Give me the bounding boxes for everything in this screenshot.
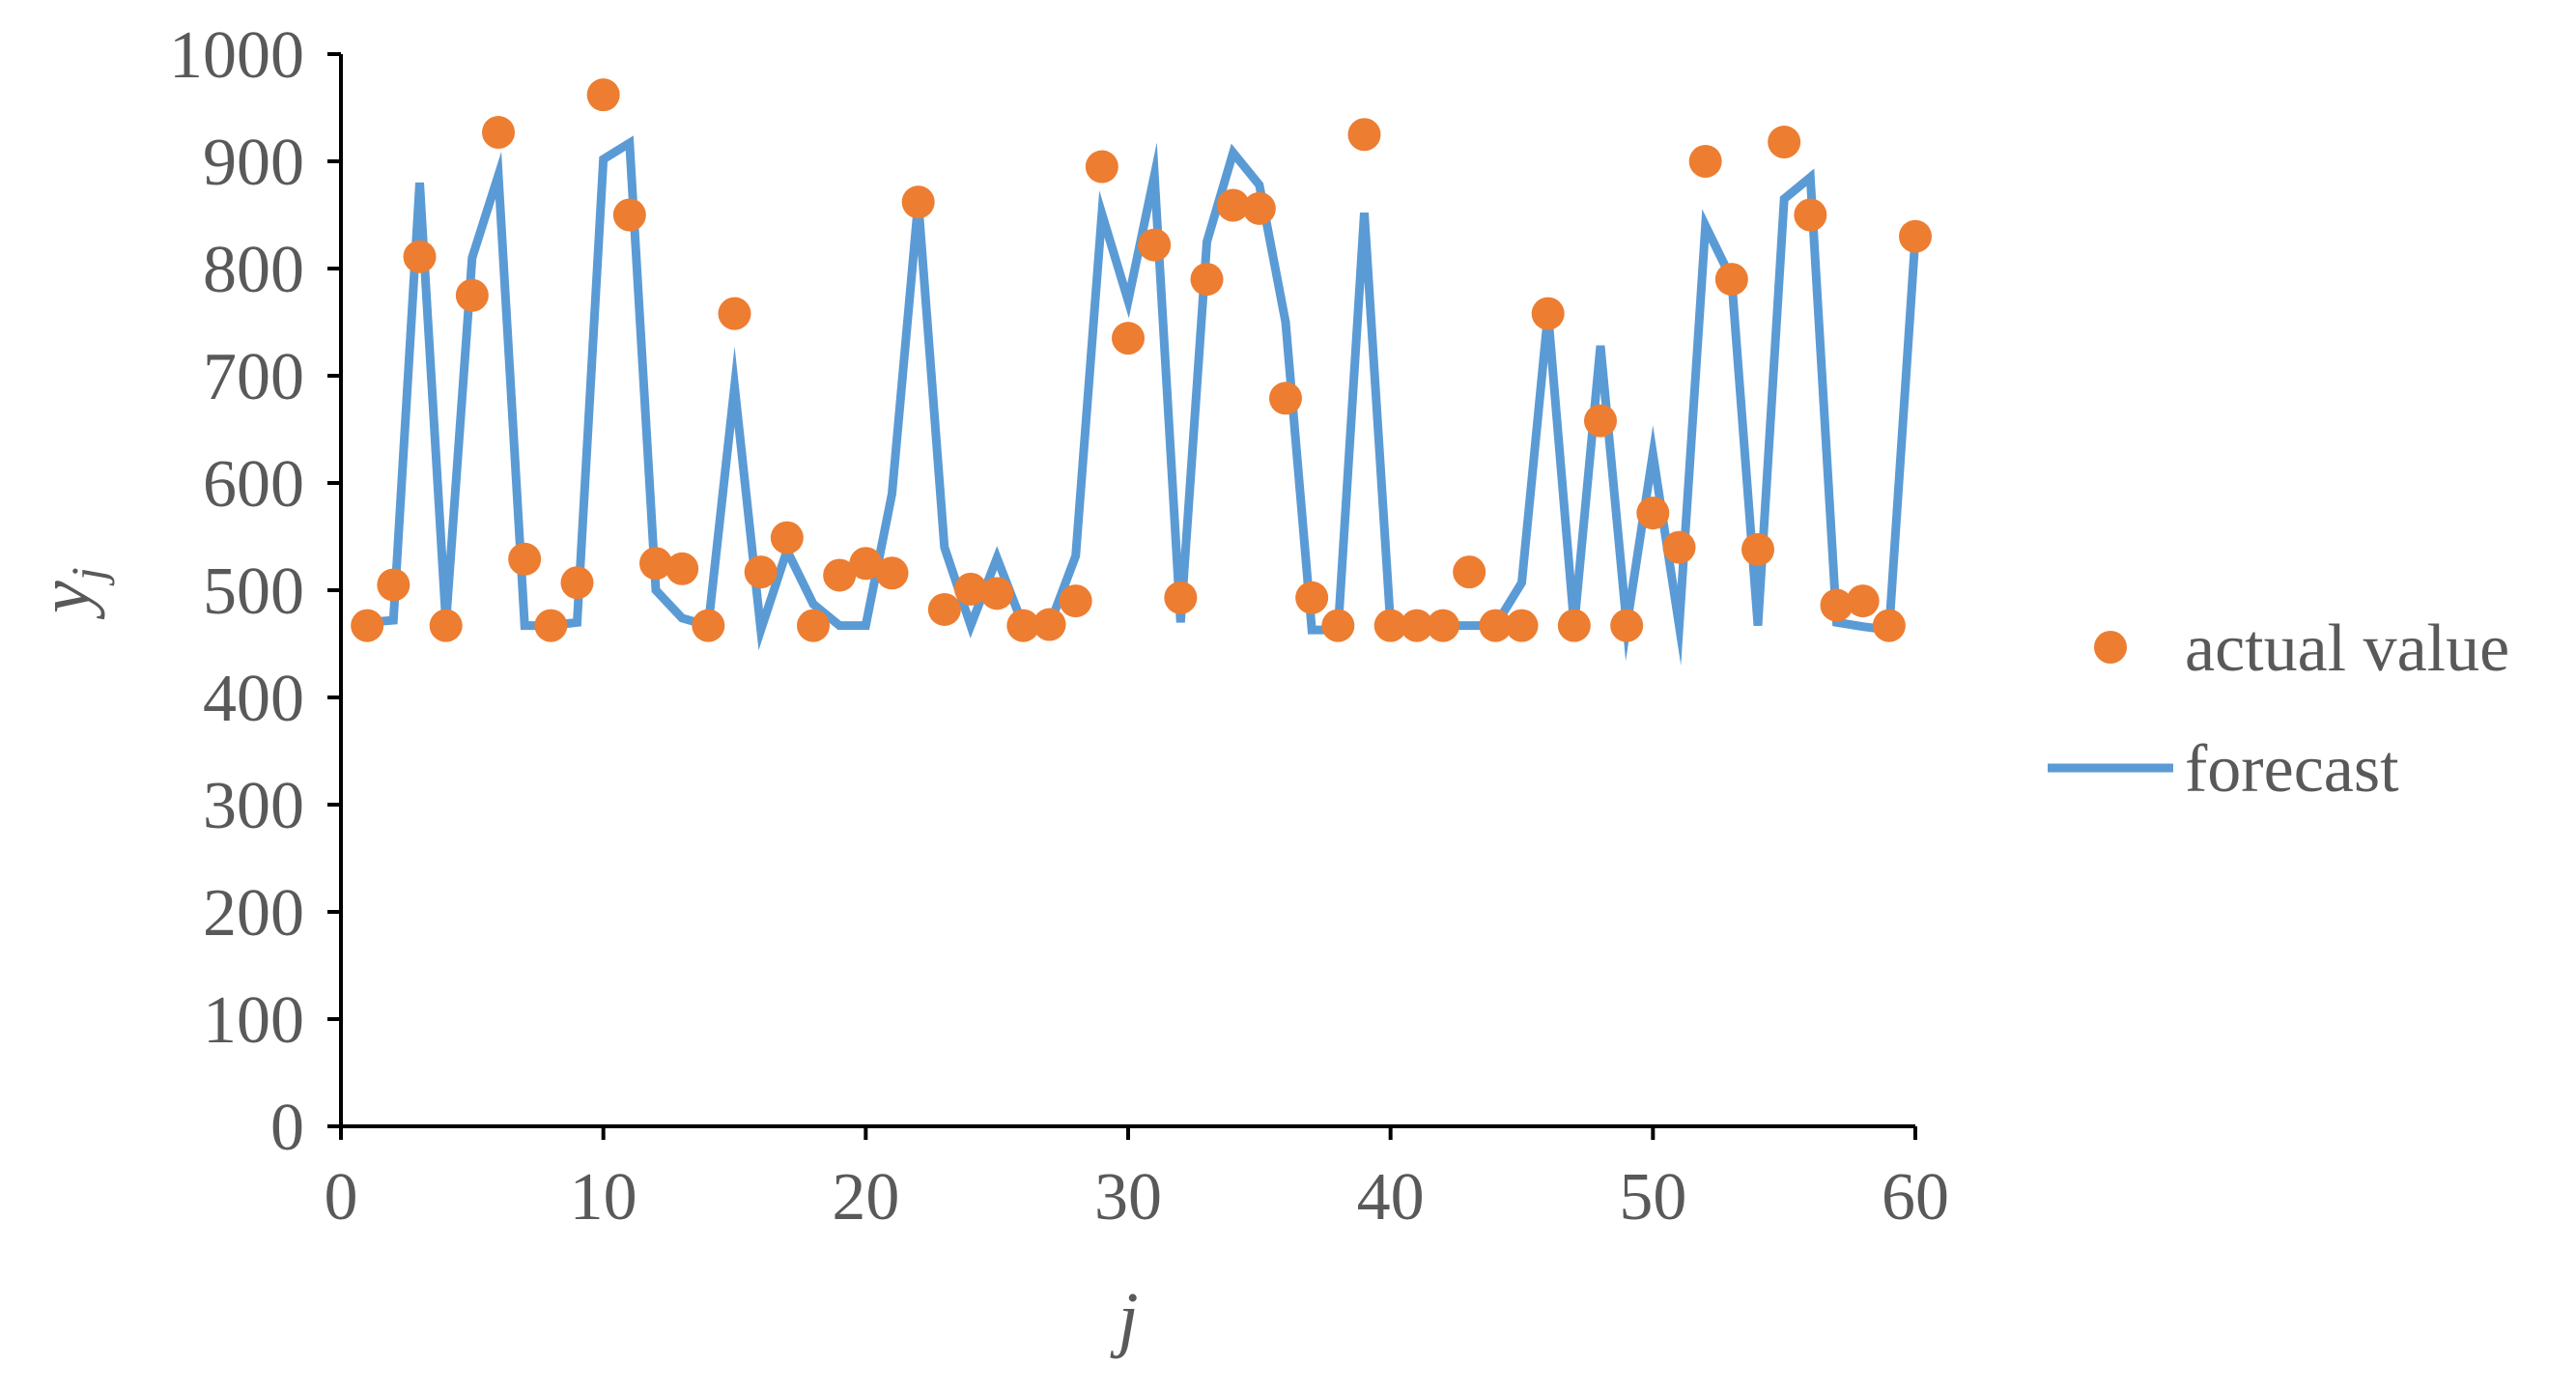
- x-tick-label: 40: [1357, 1160, 1425, 1235]
- x-tick-label: 20: [832, 1160, 899, 1235]
- actual-value-point: [1400, 609, 1433, 642]
- actual-value-point: [1688, 145, 1722, 178]
- actual-value-point: [1427, 609, 1459, 642]
- actual-value-point: [1138, 228, 1172, 262]
- actual-value-point: [455, 278, 489, 312]
- x-tick-label: 10: [570, 1160, 637, 1235]
- actual-value-point: [1006, 609, 1040, 642]
- actual-value-point: [1033, 608, 1066, 641]
- actual-value-point: [875, 556, 909, 590]
- actual-value-point: [1112, 322, 1145, 355]
- actual-value-point: [770, 521, 804, 554]
- actual-value-point: [1872, 609, 1906, 642]
- x-tick-label: 50: [1619, 1160, 1686, 1235]
- actual-value-point: [1636, 497, 1670, 530]
- y-tick-label: 800: [203, 233, 304, 307]
- y-tick-label: 100: [203, 983, 304, 1058]
- x-tick-label: 60: [1882, 1160, 1949, 1235]
- x-tick-label: 0: [325, 1160, 358, 1235]
- legend-actual-value-label: actual value: [2185, 611, 2509, 686]
- actual-value-point: [639, 547, 672, 581]
- actual-value-point: [901, 185, 935, 219]
- x-axis-title: j: [1109, 1278, 1138, 1359]
- actual-value-point: [665, 552, 699, 585]
- actual-value-point: [1820, 588, 1854, 622]
- actual-value-point: [1557, 609, 1591, 642]
- actual-value-point: [351, 609, 384, 642]
- actual-value-point: [1714, 263, 1748, 297]
- y-tick-label: 200: [203, 876, 304, 951]
- y-tick-label: 900: [203, 126, 304, 200]
- actual-value-point: [377, 568, 410, 602]
- actual-value-point: [1584, 404, 1617, 438]
- actual-value-point: [1662, 530, 1696, 564]
- legend-forecast-label: forecast: [2185, 732, 2399, 807]
- actual-value-point: [1059, 584, 1092, 618]
- x-tick-label: 30: [1094, 1160, 1162, 1235]
- actual-value-point: [1741, 532, 1774, 566]
- actual-value-point: [1085, 150, 1118, 184]
- actual-value-point: [1794, 198, 1827, 232]
- legend: actual value forecast: [2048, 611, 2509, 807]
- y-tick-label: 600: [203, 447, 304, 522]
- y-tick-label: 700: [203, 340, 304, 414]
- actual-value-point: [1347, 118, 1381, 152]
- actual-value-point: [1216, 188, 1250, 222]
- actual-value-point: [1846, 584, 1880, 618]
- x-axis: 0 10 20 30 40 50 60: [325, 1124, 1949, 1235]
- actual-value-point: [797, 609, 830, 642]
- actual-value-point: [718, 297, 751, 330]
- actual-value-point: [1164, 581, 1198, 614]
- actual-value-point: [744, 555, 778, 589]
- actual-value-point: [1610, 609, 1644, 642]
- legend-actual-value-marker: [2094, 631, 2127, 664]
- actual-value-point: [1269, 382, 1302, 415]
- actual-value-point: [1190, 263, 1224, 297]
- actual-value-point: [534, 609, 568, 642]
- actual-value-point: [692, 609, 725, 642]
- actual-value-point: [1768, 126, 1801, 159]
- y-tick-label: 300: [203, 769, 304, 843]
- actual-value-point: [1479, 609, 1513, 642]
- actual-value-point: [1505, 609, 1539, 642]
- y-axis: 0 100 200 300 400 500 600 700 800 900 1000: [169, 18, 343, 1165]
- y-tick-label: 0: [270, 1091, 304, 1165]
- y-axis-title-base: y: [24, 581, 105, 620]
- actual-value-point: [560, 566, 594, 600]
- y-tick-label: 500: [203, 554, 304, 629]
- y-tick-label: 1000: [169, 18, 304, 93]
- actual-value-point: [612, 198, 646, 232]
- actual-value-point: [1295, 581, 1329, 614]
- actual-value-point: [1321, 609, 1355, 642]
- actual-value-point: [849, 547, 883, 581]
- actual-value-point: [482, 116, 515, 150]
- plot-area: [351, 78, 1932, 667]
- actual-value-point: [1453, 555, 1486, 589]
- actual-value-point: [1242, 191, 1276, 225]
- actual-value-point: [508, 542, 542, 576]
- actual-value-point: [954, 572, 987, 606]
- actual-value-point: [980, 577, 1014, 610]
- actual-value-point: [1899, 219, 1932, 253]
- y-tick-label: 400: [203, 662, 304, 736]
- actual-value-point: [1531, 297, 1565, 330]
- actual-value-point: [586, 78, 620, 112]
- actual-value-point: [403, 240, 437, 273]
- actual-value-point: [1373, 609, 1407, 642]
- actual-value-point: [823, 558, 857, 592]
- y-axis-title: yj: [24, 567, 115, 620]
- actual-value-point: [429, 609, 463, 642]
- actual-value-point: [927, 592, 961, 626]
